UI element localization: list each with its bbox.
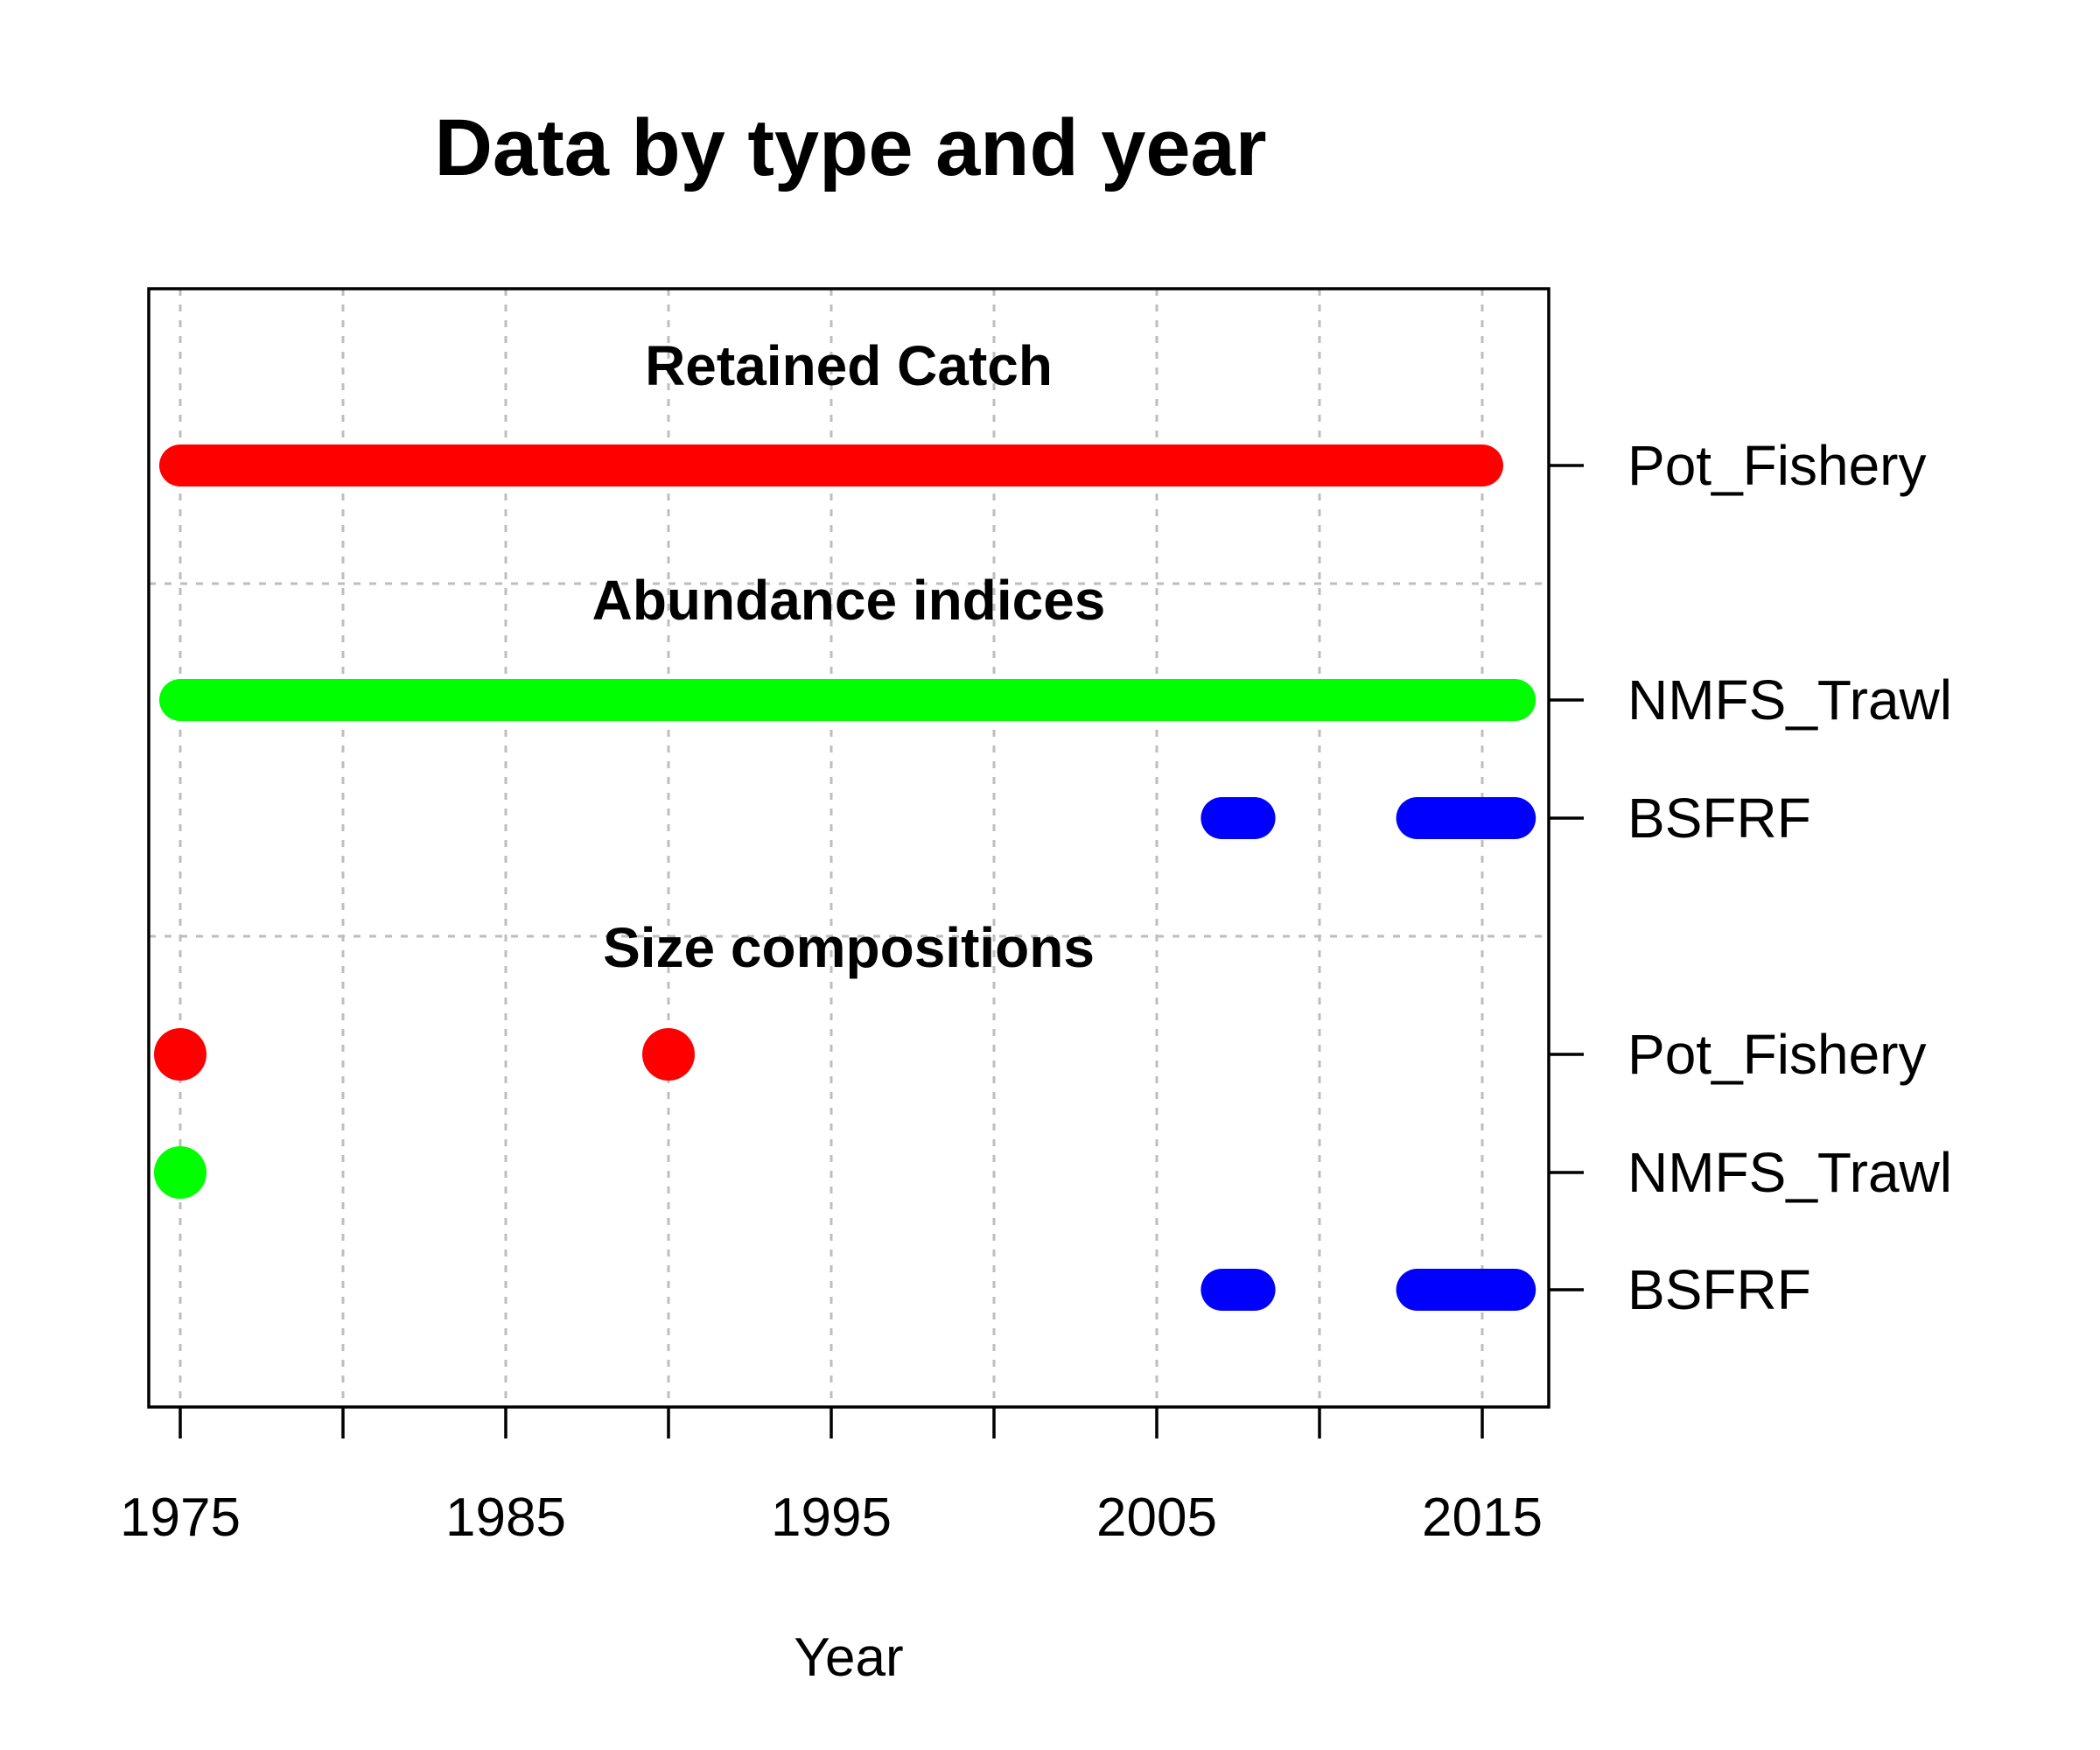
x-axis-tick-label: 2005 (1096, 1488, 1217, 1548)
data-bar (159, 679, 1536, 721)
x-axis-tick-label: 1975 (120, 1488, 241, 1548)
data-bar (159, 444, 1503, 486)
data-bar (1200, 797, 1276, 839)
data-point (154, 1146, 206, 1199)
section-labels: Retained Catch Abundance indices Size comp… (592, 334, 1106, 979)
x-axis: 1975 1985 1995 2005 2015 (120, 1407, 1543, 1548)
x-axis-label: Year (794, 1628, 903, 1688)
x-axis-tick-label: 2015 (1422, 1488, 1543, 1548)
data-point (642, 1028, 695, 1081)
row-axis: Pot_Fishery NMFS_Trawl BSFRF Pot_Fishery NMF… (1549, 434, 1952, 1321)
row-label: NMFS_Trawl (1628, 668, 1952, 732)
row-label: BSFRF (1628, 787, 1811, 850)
row-label: Pot_Fishery (1628, 434, 1926, 497)
section-label: Retained Catch (645, 334, 1053, 397)
section-label: Abundance indices (592, 569, 1106, 632)
x-axis-tick-label: 1985 (445, 1488, 566, 1548)
row-label: NMFS_Trawl (1628, 1141, 1952, 1204)
row-label: BSFRF (1628, 1258, 1811, 1321)
data-bar (1396, 797, 1536, 839)
chart-title: Data by type and year (434, 103, 1266, 192)
section-label: Size compositions (603, 916, 1095, 979)
data-series (154, 444, 1536, 1311)
plot-frame (147, 287, 1550, 1409)
data-bar (1396, 1269, 1536, 1311)
grid-lines (149, 289, 1549, 1407)
x-axis-tick-label: 1995 (771, 1488, 892, 1548)
data-point (154, 1028, 206, 1081)
row-label: Pot_Fishery (1628, 1023, 1926, 1086)
data-bar (1200, 1269, 1276, 1311)
